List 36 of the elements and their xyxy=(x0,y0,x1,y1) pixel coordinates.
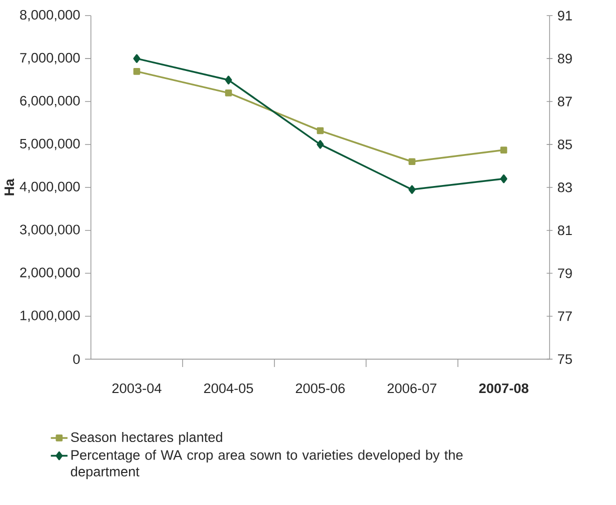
y2-tick-label: 87 xyxy=(558,96,572,107)
x-tick-label: 2007-08 xyxy=(479,384,528,394)
y-axis-title: Ha xyxy=(4,178,14,196)
point xyxy=(316,127,324,134)
point xyxy=(408,158,416,166)
point xyxy=(133,54,140,64)
y-tick-label: 2,000,000 xyxy=(20,268,80,280)
y2-tick-label: 91 xyxy=(558,10,572,21)
y2-tick-label: 79 xyxy=(558,268,572,278)
point xyxy=(225,90,232,97)
x-tick-label: 2003-04 xyxy=(112,384,162,394)
point xyxy=(408,185,416,194)
y-tick-label: 7,000,000 xyxy=(20,53,80,64)
x-tick-label: 2005-06 xyxy=(296,384,345,394)
y2-tick-label: 89 xyxy=(558,54,572,64)
point xyxy=(316,140,324,150)
point xyxy=(500,146,508,154)
point xyxy=(224,76,232,85)
y2-tick-label: 77 xyxy=(558,312,572,322)
legend-label: Percentage of WA crop area sown to varieties developed by the department xyxy=(70,450,463,480)
y2-tick-label: 83 xyxy=(558,182,572,192)
x-tick-label: 2006-07 xyxy=(388,384,436,394)
y2-tick-label: 75 xyxy=(558,354,572,364)
point xyxy=(133,68,140,76)
y-tick-label: 6,000,000 xyxy=(20,96,80,108)
x-tick-label: 2004-05 xyxy=(204,384,253,394)
legend-label: Season hectares planted xyxy=(70,432,222,445)
y2-tick-label: 81 xyxy=(558,226,572,236)
y-tick-label: 5,000,000 xyxy=(20,138,80,150)
y-tick-label: 3,000,000 xyxy=(20,224,80,236)
y-tick-label: 1,000,000 xyxy=(20,310,80,322)
y-tick-label: 4,000,000 xyxy=(20,182,80,194)
y-tick-label: 8,000,000 xyxy=(20,10,80,22)
point xyxy=(500,174,508,184)
y-tick-label: 0 xyxy=(73,354,80,364)
y2-tick-label: 85 xyxy=(558,140,572,150)
